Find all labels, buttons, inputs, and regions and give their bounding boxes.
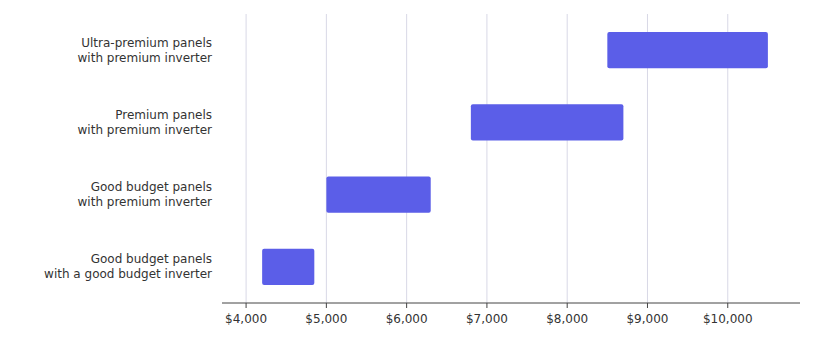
- bar: [471, 104, 624, 140]
- y-tick-label: Premium panelswith premium inverter: [78, 108, 213, 137]
- y-tick-label: Ultra-premium panelswith premium inverte…: [78, 36, 213, 65]
- bars: [262, 32, 768, 285]
- x-axis: $4,000 $5,000 $6,000 $7,000 $8,000 $9,000 $10,…: [225, 303, 752, 326]
- y-tick-label: Good budget panelswith a good budget inv…: [44, 252, 212, 281]
- x-tick: [727, 303, 728, 308]
- bar: [607, 32, 768, 68]
- y-tick-label-line: Premium panels: [115, 108, 212, 122]
- x-tick: [326, 303, 327, 308]
- grid-line: [406, 14, 407, 303]
- x-tick: [647, 303, 648, 308]
- x-tick-label: $4,000: [225, 312, 267, 326]
- x-tick-label: $6,000: [386, 312, 428, 326]
- y-tick-label-line: Good budget panels: [91, 252, 212, 266]
- x-tick: [486, 303, 487, 308]
- x-tick: [567, 303, 568, 308]
- grid-line: [567, 14, 568, 303]
- x-tick: [246, 303, 247, 308]
- chart-svg: $4,000 $5,000 $6,000 $7,000 $8,000 $9,000 $10,…: [0, 0, 821, 361]
- chart-container: $4,000 $5,000 $6,000 $7,000 $8,000 $9,000 $10,…: [0, 0, 821, 361]
- x-tick-label: $9,000: [626, 312, 668, 326]
- x-tick-label: $5,000: [305, 312, 347, 326]
- bar: [326, 177, 430, 213]
- x-axis-line: [222, 303, 800, 304]
- grid-line: [246, 14, 247, 303]
- grid-line: [486, 14, 487, 303]
- y-tick-label-line: with premium inverter: [78, 51, 213, 65]
- x-tick-label: $8,000: [546, 312, 588, 326]
- bar: [262, 249, 314, 285]
- x-tick-label: $10,000: [703, 312, 753, 326]
- y-tick-label-line: with premium inverter: [78, 123, 213, 137]
- x-tick: [406, 303, 407, 308]
- y-tick-label-line: Ultra-premium panels: [81, 36, 212, 50]
- x-tick-label: $7,000: [466, 312, 508, 326]
- y-tick-label: Good budget panelswith premium inverter: [78, 180, 213, 209]
- y-tick-label-line: with a good budget inverter: [44, 267, 212, 281]
- y-tick-label-line: with premium inverter: [78, 195, 213, 209]
- grid-line: [326, 14, 327, 303]
- y-tick-label-line: Good budget panels: [91, 180, 212, 194]
- y-axis: Ultra-premium panelswith premium inverte…: [44, 36, 212, 282]
